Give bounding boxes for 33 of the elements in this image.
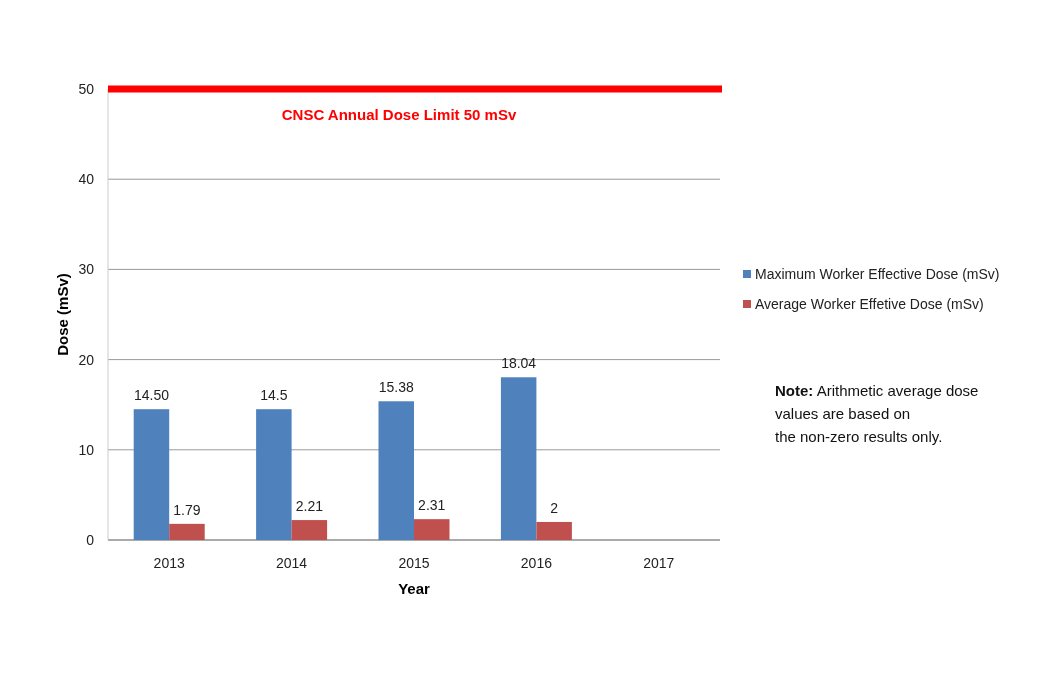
y-tick-label: 30 [78,261,95,278]
text: Note: Arithmetic average dose values are based on the non-zero results only. [775,382,979,445]
y-tick-label: 10 [78,441,95,458]
data-label: 14.50 [133,387,170,404]
bar [169,523,205,540]
bar [414,519,450,540]
data-label: 14.5 [260,387,288,404]
y-tick-label: 50 [78,81,95,97]
legend-label: Average Worker Effetive Dose (mSv) [755,296,984,312]
data-label: 18.04 [501,355,537,372]
data-label: 2.31 [418,497,446,514]
x-tick-label: 2016 [520,555,553,571]
data-label: 1.79 [173,501,201,518]
x-axis-title: Year [398,580,431,597]
y-tick-label: 0 [86,532,95,548]
bar [536,521,572,540]
bar [378,401,414,540]
bar [291,520,328,540]
bar [133,409,170,540]
y-axis-title: Dose (mSv) [54,273,71,356]
data-label: 15.38 [378,379,414,396]
x-tick-label: 2014 [276,555,308,571]
y-tick-label: 20 [78,351,95,368]
y-tick-label: 40 [78,171,95,188]
data-label: 2.21 [295,498,324,515]
x-tick-label: 2015 [398,555,430,571]
legend-label: Maximum Worker Effective Dose (mSv) [755,266,1000,282]
data-label: 2 [550,499,559,516]
bar [500,377,537,540]
x-tick-label: 2013 [153,555,185,571]
bar [256,409,292,540]
x-tick-label: 2017 [643,555,675,571]
ref-line-label: CNSC Annual Dose Limit 50 mSv [281,106,517,123]
